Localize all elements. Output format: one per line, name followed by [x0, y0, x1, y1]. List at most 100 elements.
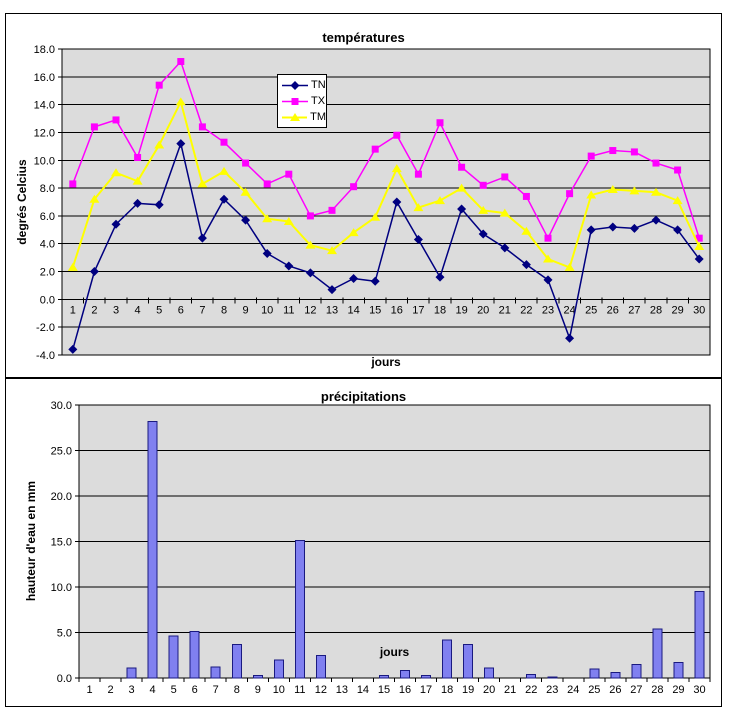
x-tick-label: 10 — [261, 304, 273, 316]
x-tick-label: 21 — [499, 304, 511, 316]
tn-marker — [629, 223, 639, 233]
bar-day-7 — [210, 666, 221, 679]
bar-day-30 — [694, 591, 705, 679]
x-tick-label: 10 — [273, 684, 285, 696]
x-tick-label: 30 — [693, 684, 705, 696]
bar-day-20 — [484, 667, 495, 679]
tx-marker — [220, 138, 228, 146]
bar-day-19 — [463, 643, 474, 679]
legend: TN TX TM — [277, 74, 327, 128]
tx-legend-key-icon — [282, 97, 308, 105]
x-tick-label: 16 — [391, 304, 403, 316]
bar-day-11 — [294, 540, 305, 679]
tn-marker — [500, 243, 510, 253]
tn-marker — [349, 274, 359, 283]
tm-marker — [305, 240, 316, 249]
bar-day-6 — [189, 631, 200, 679]
tm-marker — [348, 228, 359, 237]
y-tick-label: 25.0 — [51, 446, 72, 458]
y-tick-label: 6.0 — [40, 211, 55, 223]
tm-marker — [413, 203, 424, 212]
x-tick-label: 28 — [651, 684, 663, 696]
bar-day-8 — [231, 643, 242, 679]
precipitations-y-axis-title: hauteur d'eau en mm — [24, 480, 38, 602]
bar-day-27 — [631, 663, 642, 679]
y-tick-label: 15.0 — [51, 537, 72, 549]
x-tick-label: 18 — [441, 684, 453, 696]
tn-marker — [543, 275, 553, 285]
tn-marker — [89, 267, 99, 277]
x-tick-label: 27 — [628, 304, 640, 316]
tn-marker — [111, 219, 121, 229]
tn-marker — [586, 225, 596, 235]
tx-marker — [242, 159, 250, 167]
tn-marker — [413, 235, 423, 245]
x-tick-label: 12 — [315, 684, 327, 696]
y-tick-label: 0.0 — [40, 294, 55, 306]
tn-marker — [176, 139, 186, 149]
x-tick-label: 26 — [607, 304, 619, 316]
tm-marker — [219, 166, 229, 175]
legend-key-marker — [290, 112, 300, 121]
tn-marker — [673, 225, 683, 235]
tn-marker — [284, 261, 294, 271]
tm-marker — [435, 196, 445, 205]
tx-marker — [630, 148, 638, 156]
x-tick-label: 2 — [107, 684, 113, 696]
y-tick-label: 5.0 — [57, 628, 72, 640]
tn-legend-key-icon — [282, 80, 308, 90]
tm-marker — [564, 262, 575, 271]
tx-marker — [674, 166, 682, 174]
x-tick-label: 2 — [91, 304, 97, 316]
tx-marker — [393, 131, 401, 139]
tx-marker — [350, 183, 358, 191]
x-tick-label: 1 — [70, 304, 76, 316]
tx-marker — [436, 119, 444, 127]
tm-marker — [629, 186, 640, 195]
x-tick-label: 13 — [326, 304, 338, 316]
tn-marker — [327, 285, 337, 295]
precipitations-chart: 30.0 25.0 20.0 15.0 10.0 5.0 0.0 1 2 3 4 5 6 7 8 9 10 11 1… — [5, 378, 722, 707]
tn-marker — [241, 215, 251, 225]
tx-marker — [328, 206, 336, 214]
x-tick-label: 21 — [504, 684, 516, 696]
temperatures-x-axis-title: jours — [371, 355, 401, 369]
tm-marker — [521, 226, 532, 235]
tn-marker — [521, 260, 531, 270]
bar-day-9 — [252, 674, 263, 679]
tm-marker — [67, 262, 78, 271]
tm-marker — [607, 184, 618, 193]
y-tick-label: 2.0 — [40, 267, 55, 279]
tx-marker — [544, 234, 552, 242]
x-tick-label: 15 — [378, 684, 390, 696]
bar-day-23 — [547, 676, 558, 679]
tm-marker — [327, 246, 337, 255]
y-tick-label: 8.0 — [40, 183, 55, 195]
x-tick-label: 28 — [650, 304, 662, 316]
x-tick-label: 7 — [199, 304, 205, 316]
tn-marker — [392, 197, 402, 207]
x-tick-label: 14 — [357, 684, 369, 696]
x-tick-label: 5 — [156, 304, 162, 316]
legend-label: TM — [310, 111, 326, 123]
tm-marker — [154, 140, 165, 149]
x-tick-label: 20 — [483, 684, 495, 696]
bar-day-25 — [589, 668, 600, 679]
bar-day-4 — [147, 420, 158, 679]
tn-marker — [565, 333, 575, 343]
tx-marker — [522, 192, 530, 200]
temperatures-chart: 18.0 16.0 14.0 12.0 10.0 8.0 6.0 4.0 2.0 0.0 -2.0 -… — [5, 13, 722, 378]
tn-marker — [197, 233, 207, 243]
x-tick-label: 25 — [585, 304, 597, 316]
tm-marker — [175, 97, 186, 106]
tx-marker — [371, 145, 379, 153]
tx-marker — [458, 163, 466, 171]
x-tick-label: 6 — [192, 684, 198, 696]
x-tick-label: 9 — [255, 684, 261, 696]
bar-day-15 — [378, 674, 389, 679]
tx-marker — [479, 181, 487, 189]
x-tick-label: 19 — [462, 684, 474, 696]
x-tick-label: 17 — [412, 304, 424, 316]
x-tick-label: 16 — [399, 684, 411, 696]
bar-day-17 — [421, 674, 432, 679]
